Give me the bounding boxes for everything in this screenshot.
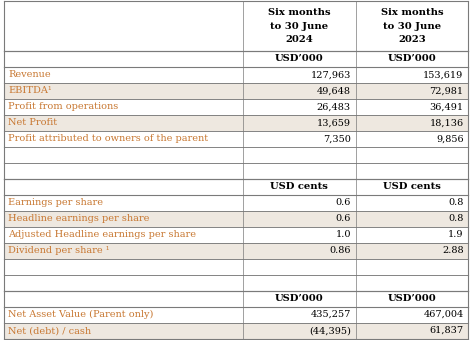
- Text: USD cents: USD cents: [383, 182, 441, 191]
- Text: 0.8: 0.8: [448, 214, 464, 223]
- Text: Revenue: Revenue: [8, 70, 51, 80]
- Text: Headline earnings per share: Headline earnings per share: [8, 214, 150, 223]
- Text: 467,004: 467,004: [423, 310, 464, 319]
- Text: Earnings per share: Earnings per share: [8, 198, 103, 207]
- Text: USD cents: USD cents: [270, 182, 328, 191]
- Text: 1.0: 1.0: [336, 230, 351, 239]
- Text: (44,395): (44,395): [309, 326, 351, 335]
- FancyBboxPatch shape: [4, 291, 468, 307]
- FancyBboxPatch shape: [4, 259, 468, 275]
- FancyBboxPatch shape: [4, 307, 468, 323]
- Text: 0.8: 0.8: [448, 198, 464, 207]
- FancyBboxPatch shape: [4, 179, 468, 195]
- Text: Profit attributed to owners of the parent: Profit attributed to owners of the paren…: [8, 134, 209, 143]
- Text: 0.86: 0.86: [329, 246, 351, 255]
- Text: 49,648: 49,648: [317, 86, 351, 96]
- Text: USD’000: USD’000: [388, 54, 436, 63]
- Text: 26,483: 26,483: [317, 102, 351, 112]
- FancyBboxPatch shape: [4, 1, 468, 51]
- Text: 127,963: 127,963: [311, 70, 351, 80]
- FancyBboxPatch shape: [4, 131, 468, 147]
- FancyBboxPatch shape: [4, 227, 468, 243]
- FancyBboxPatch shape: [4, 195, 468, 211]
- Text: Net Profit: Net Profit: [8, 118, 58, 128]
- Text: Six months
to 30 June
2023: Six months to 30 June 2023: [380, 8, 443, 44]
- Text: 0.6: 0.6: [336, 214, 351, 223]
- Text: 153,619: 153,619: [423, 70, 464, 80]
- Text: Six months
to 30 June
2024: Six months to 30 June 2024: [268, 8, 330, 44]
- Text: 2.88: 2.88: [442, 246, 464, 255]
- FancyBboxPatch shape: [4, 67, 468, 83]
- Text: Adjusted Headline earnings per share: Adjusted Headline earnings per share: [8, 230, 196, 239]
- FancyBboxPatch shape: [4, 83, 468, 99]
- Text: EBITDA¹: EBITDA¹: [8, 86, 52, 96]
- Text: USD’000: USD’000: [275, 294, 324, 303]
- Text: Dividend per share ¹: Dividend per share ¹: [8, 246, 110, 255]
- FancyBboxPatch shape: [4, 51, 468, 67]
- FancyBboxPatch shape: [4, 99, 468, 115]
- Text: Net (debt) / cash: Net (debt) / cash: [8, 326, 92, 335]
- Text: 36,491: 36,491: [430, 102, 464, 112]
- FancyBboxPatch shape: [4, 211, 468, 227]
- FancyBboxPatch shape: [4, 275, 468, 291]
- FancyBboxPatch shape: [4, 115, 468, 131]
- Text: 0.6: 0.6: [336, 198, 351, 207]
- Text: 18,136: 18,136: [430, 118, 464, 128]
- Text: USD’000: USD’000: [388, 294, 436, 303]
- Text: Net Asset Value (Parent only): Net Asset Value (Parent only): [8, 310, 154, 319]
- Text: 72,981: 72,981: [430, 86, 464, 96]
- Text: Profit from operations: Profit from operations: [8, 102, 119, 112]
- Text: 1.9: 1.9: [448, 230, 464, 239]
- Text: 61,837: 61,837: [430, 326, 464, 335]
- FancyBboxPatch shape: [4, 323, 468, 339]
- FancyBboxPatch shape: [4, 163, 468, 179]
- Text: 435,257: 435,257: [311, 310, 351, 319]
- FancyBboxPatch shape: [4, 243, 468, 259]
- FancyBboxPatch shape: [4, 147, 468, 163]
- Text: 13,659: 13,659: [317, 118, 351, 128]
- Text: USD’000: USD’000: [275, 54, 324, 63]
- Text: 9,856: 9,856: [436, 134, 464, 143]
- Text: 7,350: 7,350: [323, 134, 351, 143]
